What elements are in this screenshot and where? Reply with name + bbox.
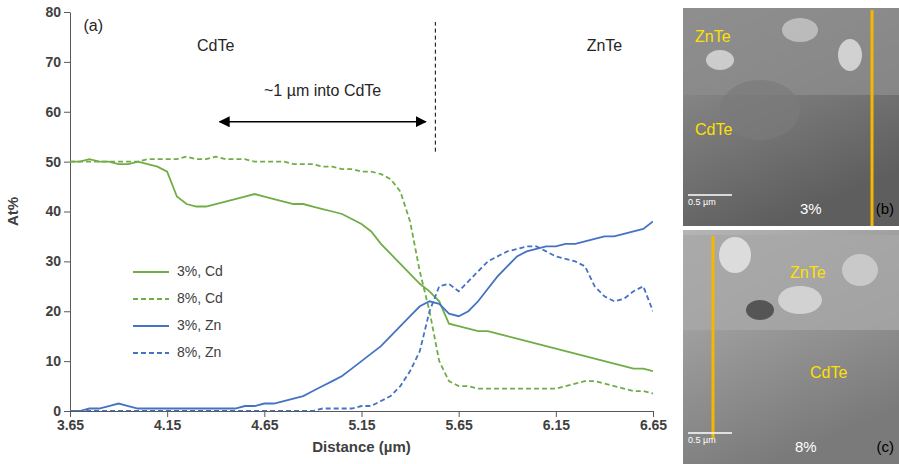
y-tick-mark [64,311,70,312]
x-tick: 4.15 [154,411,181,433]
y-tick: 10 [45,353,70,369]
legend-label: 8%, Cd [177,290,223,306]
data-line [70,157,653,394]
micrograph: ZnTe CdTe 8% (c) 0.5 µm [683,230,899,464]
region-label: CdTe [695,121,732,138]
legend-item: 3%, Cd [133,263,223,279]
composition-label: 8% [795,438,817,455]
panel-label: (c) [877,438,895,455]
y-axis-line [70,13,71,412]
y-tick-label: 70 [45,54,61,70]
legend-label: 8%, Zn [177,344,221,360]
region-label: ZnTe [695,28,731,45]
x-tick: 5.15 [348,411,375,433]
x-tick-label: 4.65 [251,417,278,433]
legend-swatch [133,325,169,327]
y-axis: 0 10 20 30 40 50 60 70 80 [45,4,70,419]
y-tick-mark [64,261,70,262]
plot-area [70,157,653,411]
data-line [70,159,653,371]
micrograph-background [683,0,899,226]
y-tick-label: 40 [45,203,61,219]
annotation: ~1 µm into CdTe [264,82,381,99]
x-axis: 3.65 4.15 4.65 5.15 5.65 6.15 6.65 [57,411,667,433]
boundary-line [435,22,436,152]
scale-bar [688,432,732,434]
legend-item: 3%, Zn [133,317,221,333]
y-tick-mark [64,12,70,13]
micrograph-grain [719,237,751,273]
x-tick-label: 4.15 [154,417,181,433]
surface-edge [683,0,899,8]
y-tick: 30 [45,253,70,269]
y-tick-mark [64,361,70,362]
x-axis-title: Distance (µm) [312,438,411,455]
x-tick-label: 6.65 [640,417,667,433]
y-tick-label: 10 [45,353,61,369]
y-tick: 40 [45,203,70,219]
profile-line [712,236,715,438]
y-tick-label: 0 [53,403,61,419]
y-tick: 20 [45,303,70,319]
y-tick: 50 [45,154,70,170]
y-tick-label: 30 [45,253,61,269]
y-tick-mark [64,212,70,213]
y-tick: 80 [45,4,70,20]
y-tick-mark [64,162,70,163]
x-tick-label: 6.15 [543,417,570,433]
y-tick-label: 20 [45,303,61,319]
y-tick-label: 50 [45,154,61,170]
legend-swatch [133,298,169,300]
profile-line [871,10,874,226]
data-line [70,221,653,411]
scale-bar [688,194,732,196]
x-tick-label: 5.15 [348,417,375,433]
micrograph-background [683,230,899,464]
legend-label: 3%, Cd [177,263,223,279]
x-tick: 4.65 [251,411,278,433]
legend: 3%, Cd 8%, Cd 3%, Zn 8%, Zn [133,263,223,360]
data-line [70,246,653,411]
legend-label: 3%, Zn [177,317,221,333]
annotation: ZnTe [587,37,623,54]
legend-swatch [133,352,169,354]
y-tick: 0 [53,403,70,419]
micrograph-grain [782,18,818,42]
y-tick-mark [64,62,70,63]
span-arrow [220,121,426,123]
y-tick-mark [64,411,70,412]
composition-label: 3% [800,200,822,217]
y-tick-label: 60 [45,104,61,120]
micrograph-grain [838,39,862,71]
micrograph-layer [683,235,899,330]
region-label: ZnTe [790,264,826,281]
y-tick: 70 [45,54,70,70]
legend-item: 8%, Zn [133,344,221,360]
y-tick: 60 [45,104,70,120]
x-tick-label: 3.65 [57,417,84,433]
legend-swatch [133,271,169,273]
annotation: (a) [84,17,104,34]
y-tick-label: 80 [45,4,61,20]
micrograph-grain [706,50,734,70]
scale-bar-label: 0.5 µm [688,197,716,207]
micrograph-layer [683,8,899,95]
scale-bar-label: 0.5 µm [688,435,716,445]
region-label: CdTe [810,364,847,381]
annotation: CdTe [197,37,234,54]
panel-label: (b) [876,200,894,217]
micrograph-grain [778,286,822,314]
x-tick: 5.65 [446,411,473,433]
legend-item: 8%, Cd [133,290,223,306]
x-tick: 6.15 [543,411,570,433]
y-tick-mark [64,112,70,113]
micrograph: ZnTe CdTe 3% (b) 0.5 µm [683,0,899,226]
y-axis-title: At% [4,197,21,226]
x-tick: 6.65 [640,411,667,433]
figure: 3.65 4.15 4.65 5.15 5.65 6.15 6.65 0 10 20 30 40 50 6… [0,0,899,464]
micrograph-grain [746,300,774,320]
x-tick-label: 5.65 [446,417,473,433]
micrograph-grain [842,254,878,286]
